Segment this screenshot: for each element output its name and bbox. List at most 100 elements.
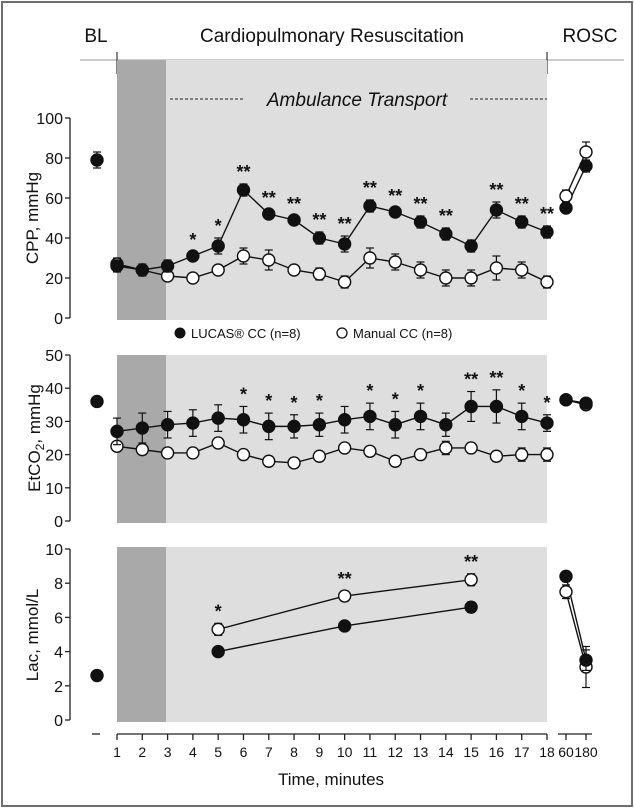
shaded-regions <box>117 60 547 722</box>
y-tick-label: 6 <box>54 610 63 627</box>
phase-label-rosc: ROSC <box>563 26 618 47</box>
phase-label-bl: BL <box>84 26 107 47</box>
data-point-lucas <box>464 239 478 253</box>
data-point-lucas <box>186 249 200 263</box>
x-tick-label: 9 <box>315 744 323 760</box>
y-axis-title-cpp: CPP, mmHg <box>23 172 42 264</box>
data-point-manual <box>160 446 175 460</box>
etco2-subscript: 2 <box>33 443 47 450</box>
data-point-manual <box>236 249 251 263</box>
data-point-manual <box>388 454 402 468</box>
legend-marker-manual <box>336 327 348 339</box>
data-point-manual <box>388 255 402 269</box>
shade-light-lac <box>166 547 547 722</box>
data-point-manual <box>312 449 327 463</box>
data-point-manual <box>211 622 225 637</box>
data-point-lucas <box>439 227 453 241</box>
shade-dark-etco2 <box>117 355 166 523</box>
data-point-manual <box>515 263 529 277</box>
data-point-manual <box>135 442 149 457</box>
significance-mark: * <box>265 391 272 411</box>
data-point-lucas <box>413 215 428 229</box>
significance-mark: ** <box>236 162 250 182</box>
baseline-point <box>90 153 104 167</box>
y-tick-label: 10 <box>45 481 63 498</box>
x-tick-label: 1 <box>113 744 121 760</box>
data-point-lucas <box>489 399 504 414</box>
significance-mark: ** <box>312 210 326 230</box>
x-tick-label: 4 <box>189 744 197 760</box>
data-point-manual <box>262 454 276 468</box>
y-tick-label: 4 <box>54 645 63 662</box>
significance-mark: ** <box>388 186 402 206</box>
data-point-lucas <box>388 205 402 219</box>
data-point-lucas <box>413 409 428 424</box>
significance-mark: ** <box>363 178 377 198</box>
y-tick-label: 50 <box>45 348 63 365</box>
significance-mark: * <box>417 381 424 401</box>
data-point-lucas <box>135 263 149 277</box>
transport-annotation: Ambulance Transport <box>170 90 547 111</box>
significance-mark: * <box>316 391 323 411</box>
data-point-lucas <box>464 399 478 414</box>
data-point-lucas <box>337 619 352 633</box>
significance-mark: ** <box>464 552 478 572</box>
rosc-point-lucas <box>559 393 573 407</box>
data-point-lucas <box>337 237 352 251</box>
data-point-lucas <box>312 418 327 432</box>
significance-mark: * <box>291 393 298 413</box>
x-tick-label-rosc: 180 <box>574 744 598 760</box>
y-tick-label: 40 <box>45 231 63 248</box>
rosc-point-manual <box>559 585 573 599</box>
x-tick-label: 12 <box>387 744 403 760</box>
data-point-manual <box>439 441 453 455</box>
data-point-lucas <box>135 421 149 435</box>
data-point-lucas <box>287 213 301 227</box>
data-point-manual <box>186 271 200 285</box>
data-point-manual <box>515 447 529 462</box>
legend: LUCAS® CC (n=8) Manual CC (n=8) <box>174 326 452 341</box>
significance-mark: * <box>189 230 196 250</box>
y-tick-label: 30 <box>45 414 63 431</box>
significance-mark: * <box>215 216 222 236</box>
baseline-point <box>90 394 104 409</box>
data-point-lucas <box>160 418 175 432</box>
x-tick-label: 15 <box>463 744 479 760</box>
x-tick-label-rosc: 60 <box>558 744 574 760</box>
x-tick-label: 5 <box>214 744 222 760</box>
data-point-lucas <box>363 409 377 424</box>
x-axis-title: Time, minutes <box>278 770 384 789</box>
x-tick-label: 13 <box>413 744 429 760</box>
y-axis-title-lac: Lac, mmol/L <box>23 589 42 682</box>
data-point-manual <box>262 253 276 267</box>
data-point-manual <box>337 275 352 289</box>
data-point-lucas <box>464 600 478 614</box>
data-point-lucas <box>211 411 225 425</box>
data-point-manual <box>186 446 200 460</box>
y-tick-label: 0 <box>54 514 63 531</box>
data-point-lucas <box>236 183 251 197</box>
data-point-lucas <box>540 225 554 239</box>
significance-mark: * <box>240 384 247 404</box>
data-point-lucas <box>515 409 529 424</box>
data-point-manual <box>413 263 428 277</box>
rosc-point-lucas <box>559 569 573 584</box>
data-point-manual <box>464 441 478 455</box>
data-point-manual <box>312 267 327 281</box>
y-tick-label: 80 <box>45 151 63 168</box>
data-point-lucas <box>363 199 377 213</box>
shade-light-cpp <box>166 60 547 320</box>
rosc-point-lucas <box>579 159 593 173</box>
data-point-manual <box>439 271 453 285</box>
y-tick-label: 40 <box>45 381 63 398</box>
data-point-manual <box>337 441 352 455</box>
significance-mark: ** <box>489 368 503 388</box>
x-tick-label: 16 <box>489 744 505 760</box>
data-point-manual <box>540 447 554 462</box>
y-tick-label: 60 <box>45 191 63 208</box>
